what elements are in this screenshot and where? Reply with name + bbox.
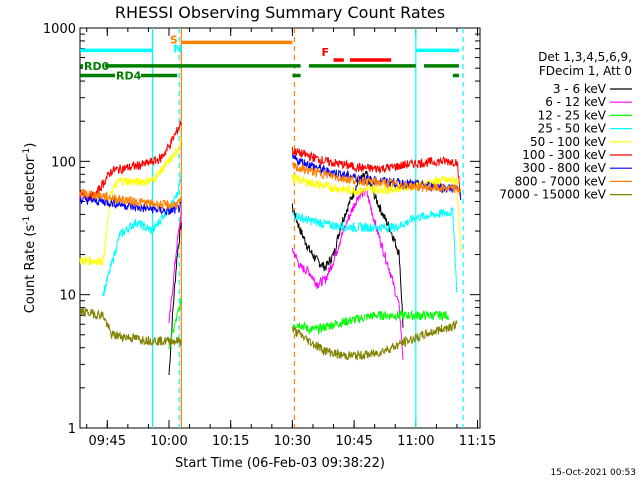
y-axis-label: Count Rate (s-1 detector-1) [22, 143, 38, 314]
legend-entry: 100 - 300 keV [522, 148, 606, 162]
chart-title: RHESSI Observing Summary Count Rates [115, 3, 445, 22]
y-tick-label: 100 [51, 155, 76, 170]
x-ticks: 09:45 10:00 10:15 10:30 10:45 11:00 11:15 [86, 28, 496, 449]
series-line [168, 170, 404, 376]
legend-entry: 12 - 25 keV [538, 108, 607, 122]
status-bands: RD0 RD4 F SN [80, 33, 460, 83]
legend-entry: 7000 - 15000 keV [499, 188, 606, 202]
x-tick-label: 10:45 [335, 434, 372, 449]
series-lines [79, 120, 462, 376]
y-tick-label: 1 [68, 422, 76, 437]
series-line [168, 187, 404, 360]
marker-label: S [170, 33, 178, 46]
legend-entry: 300 - 800 keV [522, 161, 606, 175]
x-tick-label: 10:15 [212, 434, 249, 449]
x-tick-label: 10:30 [274, 434, 311, 449]
marker-label: N [173, 43, 182, 56]
legend-header: Det 1,3,4,5,6,9, [538, 50, 632, 64]
legend-header: FDecim 1, Att 0 [539, 64, 632, 78]
x-tick-label: 11:15 [459, 434, 496, 449]
band-label: RD0 [84, 60, 110, 73]
x-tick-label: 11:00 [397, 434, 434, 449]
legend-entry: 50 - 100 keV [530, 135, 607, 149]
legend-entry: 800 - 7000 keV [515, 174, 607, 188]
y-tick-label: 10 [59, 289, 76, 304]
series-line [79, 136, 462, 267]
series-line [102, 174, 458, 297]
y-ticks: 1 10 100 1000 [43, 22, 480, 437]
legend-entry: 6 - 12 keV [545, 95, 607, 109]
series-line [168, 298, 449, 350]
plot-frame [79, 27, 481, 429]
series-line [79, 307, 458, 361]
band-label: F [322, 46, 330, 59]
x-axis-label: Start Time (06-Feb-03 09:38:22) [175, 456, 385, 471]
series-line [79, 120, 462, 202]
series-line [79, 161, 462, 211]
x-tick-label: 10:00 [150, 434, 187, 449]
y-tick-label: 1000 [43, 22, 76, 37]
vertical-markers [151, 28, 464, 428]
x-tick-label: 09:45 [89, 434, 126, 449]
legend-entry: 25 - 50 keV [538, 122, 607, 136]
legend: Det 1,3,4,5,6,9,FDecim 1, Att 0 3 - 6 keV… [499, 50, 632, 202]
footer-date: 15-Oct-2021 00:53 [551, 468, 636, 478]
legend-entry: 3 - 6 keV [553, 82, 607, 96]
band-label: RD4 [116, 70, 142, 83]
